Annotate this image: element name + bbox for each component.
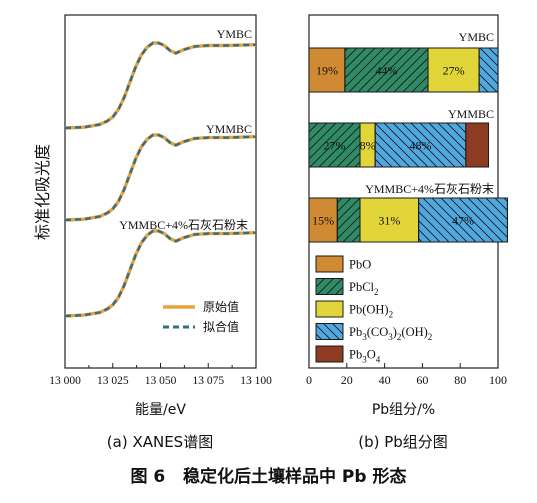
bar-hatch (478, 47, 499, 93)
bar-hatch (336, 197, 361, 243)
data-label: 47% (452, 214, 474, 228)
x-tick-label: 13 000 (49, 375, 81, 387)
legend-label-pbcl2: PbCl2 (349, 280, 379, 297)
bar-segment-pboh2 (359, 197, 420, 243)
bar-segment-pbo (308, 47, 346, 93)
category-label: YMBC (459, 30, 494, 44)
x-tick-label: 40 (379, 373, 391, 387)
xanes-panel: 13 000 13 025 13 050 13 075 13 100 能量/eV 标准化吸光… (33, 14, 272, 451)
category-label: YMMBC (448, 107, 494, 121)
bar-hatch (374, 122, 467, 168)
pb-fraction-panel: 0 20 40 60 80 100 Pb组分/% YMBC 19% 44% 27% YMMBC 27% 8… (306, 14, 508, 451)
fitted-curve (64, 41, 257, 130)
sample-label: YMMBC+4%石灰石粉末 (119, 218, 248, 232)
panel-a-caption: (a) XANES谱图 (107, 433, 213, 451)
bar-segment-pboh2 (427, 47, 480, 93)
x-tick-label: 60 (416, 373, 428, 387)
x-tick-label: 13 025 (97, 375, 129, 387)
x-tick-label: 100 (489, 373, 507, 387)
x-axis-label: Pb组分/% (372, 402, 435, 418)
bar-hatch (418, 197, 508, 243)
category-label: YMMBC+4%石灰石粉末 (365, 182, 494, 196)
legend-label-pboh2: Pb(OH)2 (349, 303, 393, 320)
sample-label: YMBC (217, 27, 252, 41)
original-curve (64, 41, 257, 130)
legend-original-label: 原始值 (203, 299, 239, 314)
data-label: 44% (375, 64, 397, 78)
original-curve (64, 133, 257, 222)
x-tick-label: 20 (341, 373, 353, 387)
fitted-curve (64, 229, 257, 318)
x-axis-label: 能量/eV (135, 402, 186, 418)
legend-swatch-pb3o4 (315, 345, 344, 363)
figure-caption: 图 6 稳定化后土壤样品中 Pb 形态 (130, 467, 407, 487)
legend-swatch-hatch (315, 278, 344, 295)
data-label: 15% (312, 214, 334, 228)
x-tick-label: 13 075 (192, 375, 224, 387)
panel-b-caption: (b) Pb组分图 (358, 433, 448, 451)
data-label: 27% (443, 64, 465, 78)
legend-label-pb3o4: Pb3O4 (349, 348, 381, 365)
data-label: 8% (360, 139, 376, 153)
data-label: 31% (378, 214, 400, 228)
bar-hatch (308, 122, 361, 168)
data-label: 48% (410, 139, 432, 153)
y-axis-label: 标准化吸光度 (33, 144, 52, 240)
legend-label-pbo: PbO (349, 258, 371, 272)
bar-segment-pb3o4 (465, 122, 490, 168)
fitted-curve (64, 133, 257, 222)
bar-hatch (344, 47, 429, 93)
plot-frame (308, 14, 499, 369)
x-tick-label: 13 100 (240, 375, 272, 387)
x-tick-label: 0 (306, 373, 312, 387)
data-label: 27% (324, 139, 346, 153)
legend-swatch-pboh2 (315, 300, 344, 318)
data-label: 19% (316, 64, 338, 78)
sample-label: YMMBC (206, 122, 252, 136)
legend-label-hydro: Pb3(CO3)2(OH)2 (349, 325, 432, 342)
legend-fitted-label: 拟合值 (203, 319, 239, 334)
x-tick-label: 80 (454, 373, 466, 387)
x-tick-label: 13 050 (145, 375, 177, 387)
legend: PbO PbCl2 Pb(OH)2 Pb3(CO3)2(OH)2 Pb3O4 (315, 255, 432, 365)
legend-swatch-hatch (315, 323, 344, 340)
legend-swatch-pbo (315, 255, 344, 273)
